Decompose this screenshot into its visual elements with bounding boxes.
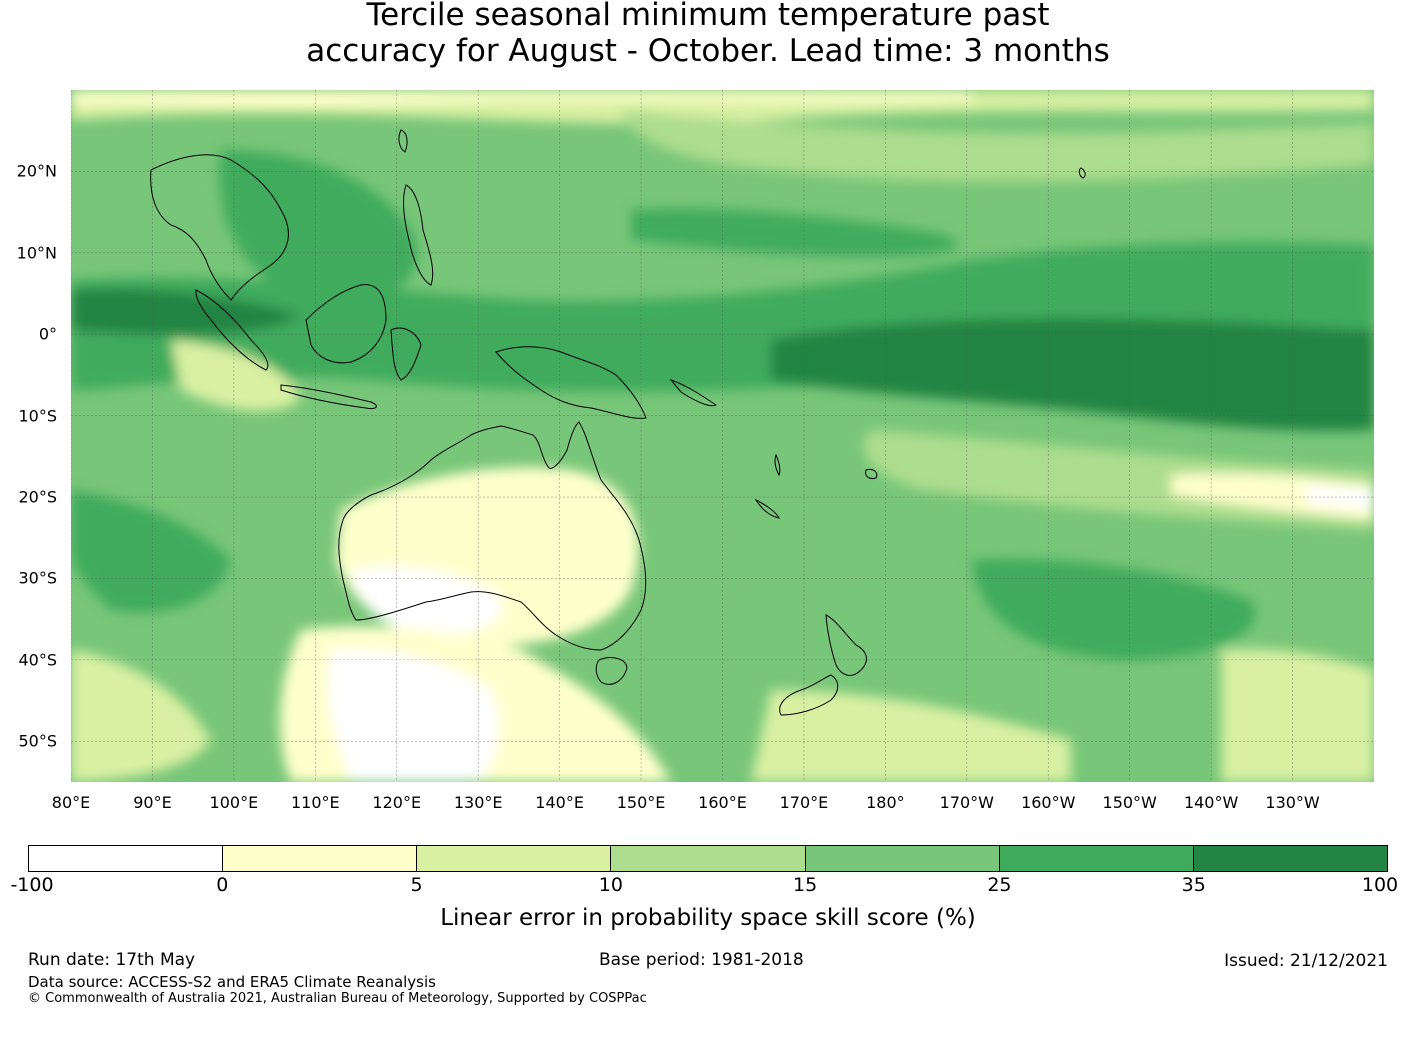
colorbar-tick-label: 100 (1361, 874, 1399, 896)
longitude-tick-label: 140°W (1183, 793, 1239, 812)
longitude-tick-label: 110°E (290, 793, 340, 812)
longitude-tick-label: 180° (866, 793, 905, 812)
latitude-tick-label: 20°N (16, 161, 57, 181)
latitude-tick-label: 20°S (18, 487, 57, 507)
colorbar-segment (29, 846, 224, 871)
longitude-tick-label: 160°E (698, 793, 747, 812)
longitude-tick-label: 130°E (453, 793, 503, 812)
colorbar-tick-label: 15 (793, 874, 818, 896)
longitude-tick-label: 100°E (209, 793, 259, 812)
longitude-tick-label: 140°E (535, 793, 584, 812)
map-graticule (71, 90, 1374, 782)
taiwan-coastline (398, 129, 408, 153)
colorbar (28, 845, 1388, 872)
data-source: Data source: ACCESS-S2 and ERA5 Climate … (28, 973, 436, 991)
longitude-tick-label: 150°E (616, 793, 666, 812)
indochina-coastline (150, 154, 289, 301)
colorbar-segment (417, 846, 612, 871)
coastlines (150, 129, 1086, 716)
new-guinea-coastline (495, 346, 647, 419)
latitude-tick-label: 10°S (18, 406, 57, 426)
latitude-tick-label: 40°S (18, 650, 57, 670)
borneo-coastline (305, 284, 387, 364)
colorbar-tick-label: 10 (598, 874, 623, 896)
colorbar-segment (999, 846, 1194, 871)
new-zealand-south-island (779, 674, 839, 716)
australia-coastline (338, 421, 647, 651)
chart-title-line-1: Tercile seasonal minimum temperature pas… (366, 0, 1050, 33)
new-caledonia-coastline (754, 498, 780, 519)
longitude-tick-label: 80°E (51, 793, 91, 812)
hawaii-coastline (1078, 167, 1086, 179)
colorbar-segment (805, 846, 1000, 871)
colorbar-tick-label: 35 (1181, 874, 1206, 896)
skill-score-map (71, 90, 1374, 782)
longitude-tick-label: 90°E (133, 793, 172, 812)
latitude-tick-label: 0° (38, 324, 57, 344)
copyright: © Commonwealth of Australia 2021, Austra… (28, 991, 647, 1006)
colorbar-label: Linear error in probability space skill … (440, 905, 976, 931)
longitude-tick-label: 130°W (1265, 793, 1320, 812)
colorbar-segment (1193, 846, 1387, 871)
java-coastline (280, 384, 377, 409)
latitude-tick-label: 50°S (18, 731, 57, 751)
longitude-tick-label: 150°W (1102, 793, 1157, 812)
longitude-tick-label: 160°W (1021, 793, 1076, 812)
longitude-tick-label: 170°W (939, 793, 994, 812)
fiji-coastline (865, 469, 878, 479)
sumatra-coastline (195, 289, 269, 371)
run-date: Run date: 17th May (28, 950, 196, 970)
colorbar-segment (611, 846, 806, 871)
vanuatu-coastline (774, 453, 781, 477)
colorbar-tick-label: 5 (410, 874, 423, 896)
colorbar-tick-label: 0 (216, 874, 229, 896)
longitude-tick-label: 170°E (779, 793, 829, 812)
colorbar-segment (223, 846, 418, 871)
solomon-islands-coastline (669, 378, 717, 407)
tasmania-coastline (595, 657, 628, 685)
issued-date: Issued: 21/12/2021 (1224, 951, 1388, 971)
base-period: Base period: 1981-2018 (599, 950, 804, 970)
sulawesi-coastline (390, 327, 422, 381)
colorbar-tick-label: -100 (10, 874, 54, 896)
chart-title-line-2: accuracy for August - October. Lead time… (306, 33, 1110, 69)
new-zealand-north-island (825, 614, 867, 676)
philippines-coastline (402, 184, 434, 286)
latitude-tick-label: 30°S (18, 568, 57, 588)
longitude-tick-label: 120°E (372, 793, 422, 812)
latitude-tick-label: 10°N (16, 243, 57, 263)
colorbar-tick-label: 25 (987, 874, 1012, 896)
